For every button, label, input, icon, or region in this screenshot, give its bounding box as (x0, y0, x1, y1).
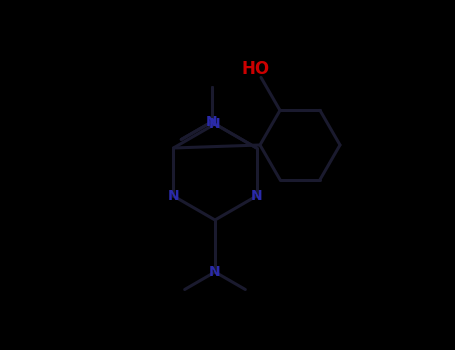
Text: HO: HO (242, 61, 270, 78)
Text: N: N (209, 265, 221, 279)
Text: N: N (206, 115, 217, 129)
Text: N: N (167, 189, 179, 203)
Text: N: N (209, 117, 221, 131)
Text: N: N (251, 189, 263, 203)
